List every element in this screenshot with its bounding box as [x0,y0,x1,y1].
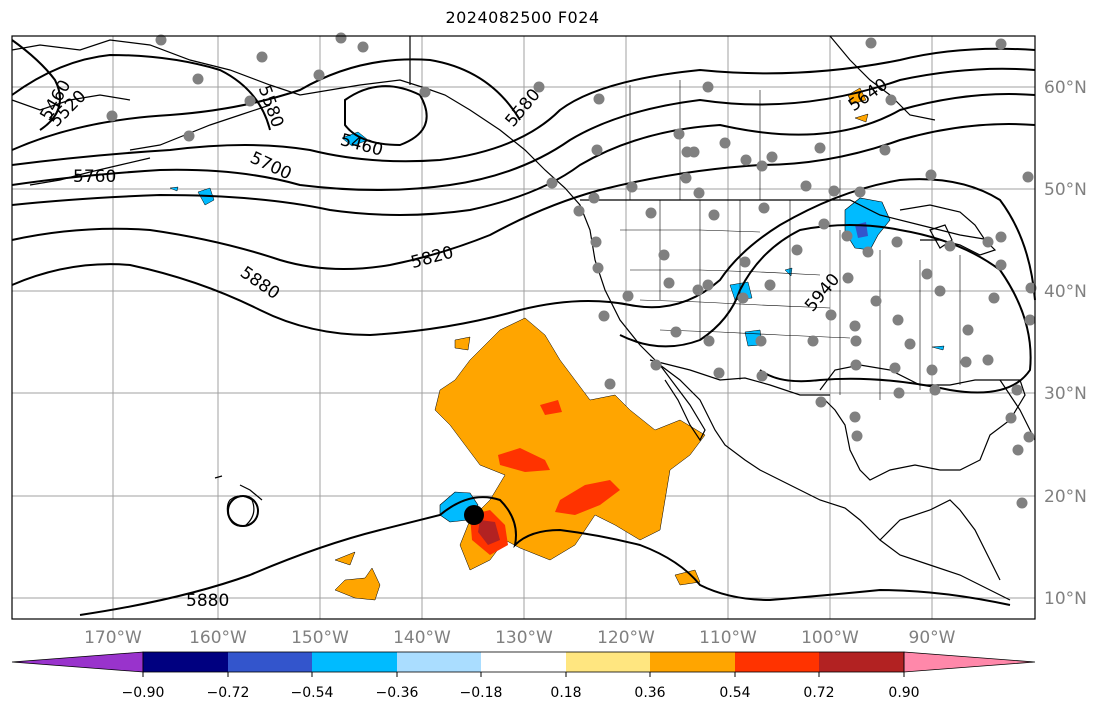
lat-label: 30°N [1044,384,1087,404]
lat-label: 50°N [1044,180,1087,200]
colorbar-segment [481,652,566,672]
positive-anomaly-region [434,317,706,571]
latitude-labels: 60°N 50°N 40°N 30°N 20°N 10°N [1044,78,1087,609]
colorbar-extend-min [11,651,144,673]
colorbar-segment [650,652,735,672]
longitude-labels: 170°W 160°W 150°W 140°W 130°W 120°W 110°… [84,628,956,648]
colorbar-tick-label: −0.90 [122,685,165,701]
lon-label: 110°W [699,628,757,648]
lon-label: 120°W [597,628,655,648]
contour-5460-west [11,39,61,131]
lon-label: 160°W [189,628,247,648]
plot-frame [11,35,1036,620]
lon-label: 150°W [291,628,349,648]
colorbar-tick-label: 0.18 [550,685,581,701]
contour-5880-south [79,496,1011,616]
contour-5760 [11,93,1036,216]
lon-label: 90°W [909,628,956,648]
station-markers [106,32,1037,509]
colorbar-tick-label: 0.36 [634,685,665,701]
lat-label: 10°N [1044,589,1087,609]
colorbar-tick-label: 0.90 [888,685,919,701]
colorbar-segment [228,652,312,672]
contour-5700 [11,67,1036,191]
storm-center-marker [464,505,484,525]
lat-label: 40°N [1044,282,1087,302]
colorbar-extend-max [903,651,1036,673]
colorbar-tick-label: −0.72 [207,685,250,701]
contour-5520 [11,53,271,131]
lat-label: 20°N [1044,487,1087,507]
contour-5820 [11,123,1036,270]
colorbar-segment [143,652,228,672]
lon-label: 100°W [801,628,859,648]
colorbar-tick-label: 0.54 [719,685,750,701]
lon-label: 170°W [84,628,142,648]
state-boundaries [620,80,961,400]
colorbar-tick-label: −0.54 [291,685,334,701]
contour-5640 [11,47,1036,166]
colorbar-segment [735,652,819,672]
colorbar: −0.90 −0.72 −0.54 −0.36 −0.18 0.18 0.36 … [11,651,1036,701]
contour-label: 5760 [73,167,116,187]
contour-label: 5880 [186,591,229,611]
colorbar-tick-label: −0.18 [460,685,503,701]
colorbar-segment [397,652,481,672]
colorbar-tick-label: 0.72 [803,685,834,701]
colorbar-segment [312,652,397,672]
contour-low-5460 [344,85,428,147]
colorbar-segment [566,652,650,672]
lat-label: 60°N [1044,78,1087,98]
lon-label: 140°W [393,628,451,648]
colorbar-segment [819,652,904,672]
colorbar-tick-label: −0.36 [376,685,419,701]
contour-5580-north [11,58,521,151]
contour-5940 [619,224,1032,394]
map-title: 2024082500 F024 [445,8,600,27]
lon-label: 130°W [495,628,553,648]
